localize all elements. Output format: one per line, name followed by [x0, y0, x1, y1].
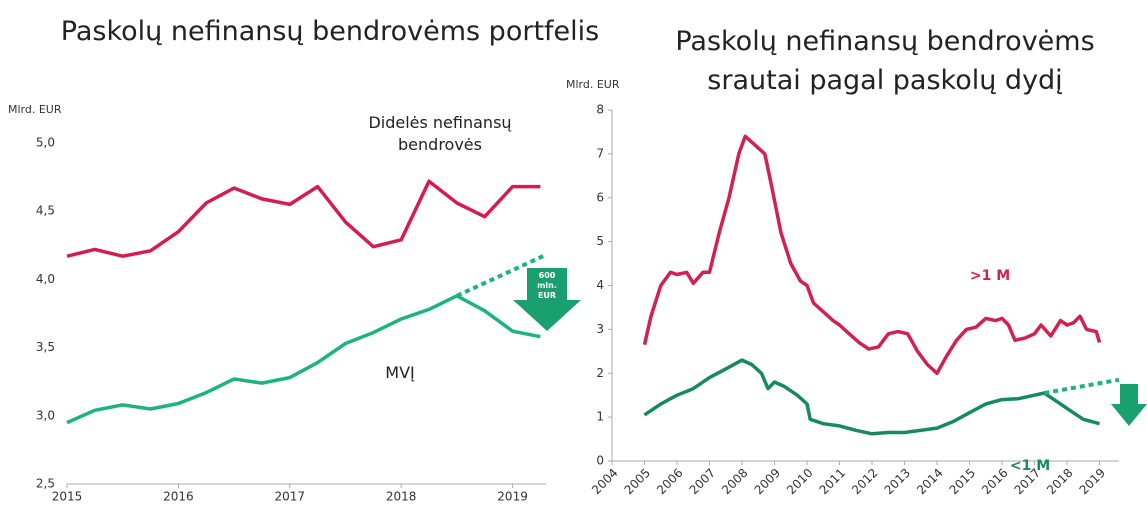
x-tick-label: 2019 [1077, 466, 1108, 497]
series-line [66, 179, 541, 258]
y-tick-label: 8 [596, 103, 604, 117]
y-tick-label: 3,5 [36, 340, 55, 354]
chart-title: Paskolų nefinansų bendrovėms srautai pag… [675, 26, 1095, 96]
y-tick-label: 2 [596, 366, 604, 380]
series-label: >1 M [969, 268, 1011, 284]
trend-line [456, 252, 547, 298]
x-tick-label: 2017 [275, 490, 306, 504]
x-tick-label: 2015 [947, 466, 978, 497]
y-axis-label: Mlrd. EUR [8, 103, 62, 116]
x-tick-label: 2005 [622, 466, 653, 497]
series-line [642, 134, 1102, 376]
series-label: <1 M [1009, 458, 1051, 474]
y-tick-label: 4,0 [36, 272, 55, 286]
x-tick-label: 2009 [752, 466, 783, 497]
x-tick-label: 2007 [687, 466, 718, 497]
x-tick-label: 2013 [882, 466, 913, 497]
y-tick-label: 1 [596, 410, 604, 424]
x-tick-label: 2016 [163, 490, 194, 504]
x-tick-label: 2018 [386, 490, 417, 504]
x-tick-label: 2019 [497, 490, 528, 504]
x-tick-label: 2004 [589, 466, 620, 497]
x-tick-label: 2014 [914, 466, 945, 497]
arrow-icon [513, 268, 581, 331]
chart-title: Paskolų nefinansų bendrovėms portfelis [60, 16, 600, 47]
annotation: 600 mln. EUR [537, 271, 557, 300]
x-tick-label: 2008 [719, 466, 750, 497]
y-tick-label: 5,0 [36, 136, 55, 150]
series-line [66, 294, 541, 425]
y-tick-label: 5 [596, 234, 604, 248]
trend-line [1043, 377, 1120, 395]
x-tick-label: 2012 [849, 466, 880, 497]
series-line [643, 358, 1100, 436]
x-tick-label: 2015 [52, 490, 83, 504]
y-axis-label: Mlrd. EUR [566, 78, 620, 91]
x-tick-label: 2010 [784, 466, 815, 497]
y-tick-label: 0 [596, 454, 604, 468]
y-tick-label: 3 [596, 322, 604, 336]
y-tick-label: 4,5 [36, 204, 55, 218]
arrow-icon [1111, 384, 1147, 426]
y-tick-label: 4 [596, 278, 604, 292]
series-label: MVĮ [385, 363, 415, 382]
y-tick-label: 6 [596, 190, 604, 204]
y-tick-label: 3,0 [36, 408, 55, 422]
x-tick-label: 2011 [817, 466, 848, 497]
x-tick-label: 2006 [654, 466, 685, 497]
y-tick-label: 7 [596, 146, 604, 160]
series-label: Didelės nefinansų bendrovės [368, 113, 512, 154]
y-tick-label: 2,5 [36, 477, 55, 491]
